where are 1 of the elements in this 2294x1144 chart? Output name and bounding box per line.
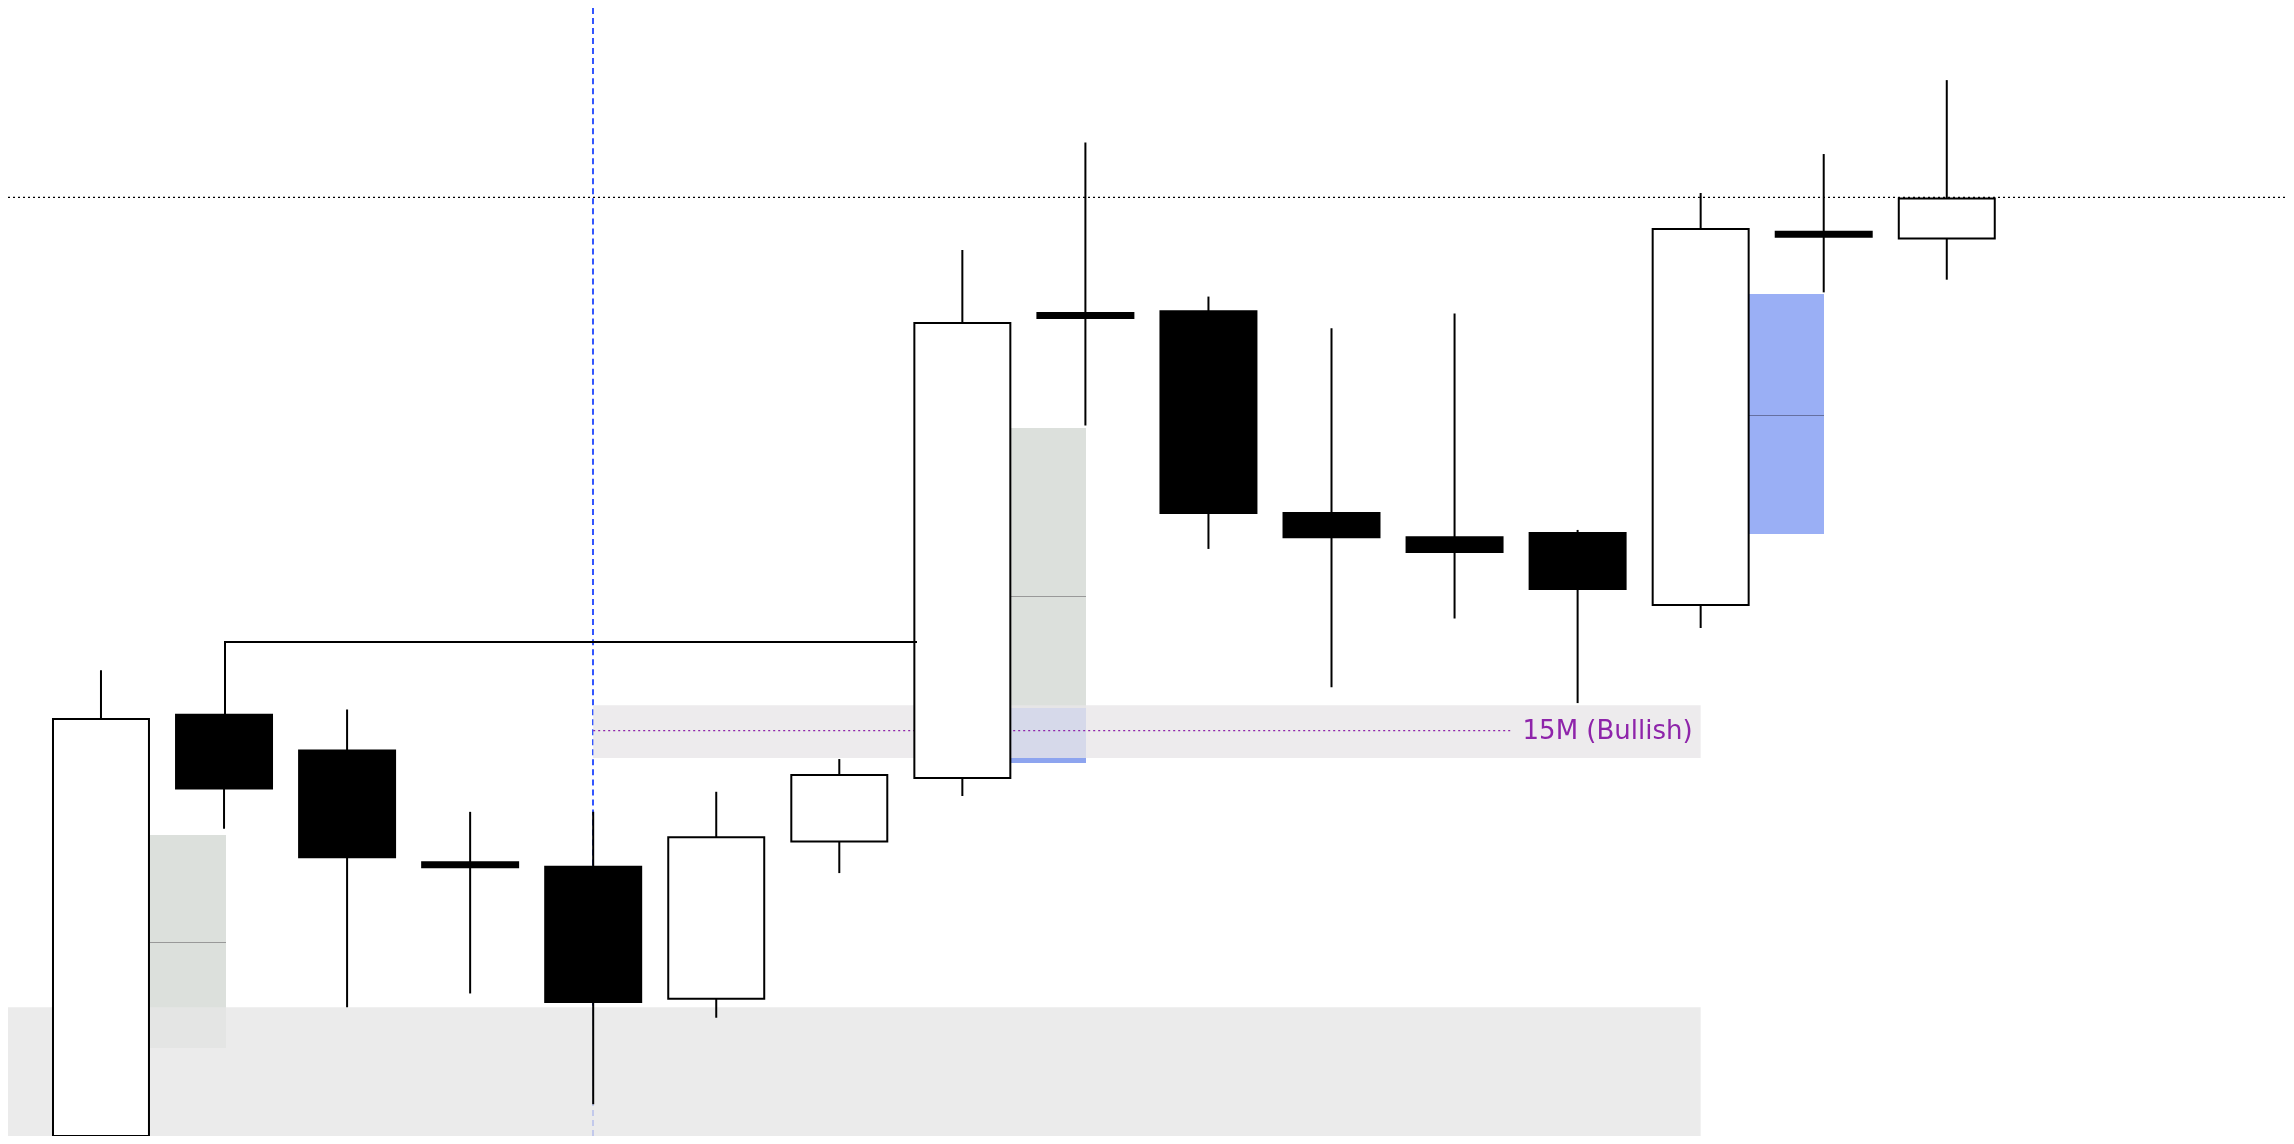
ref-line-label: 15M (Bullish)	[1522, 715, 1693, 746]
